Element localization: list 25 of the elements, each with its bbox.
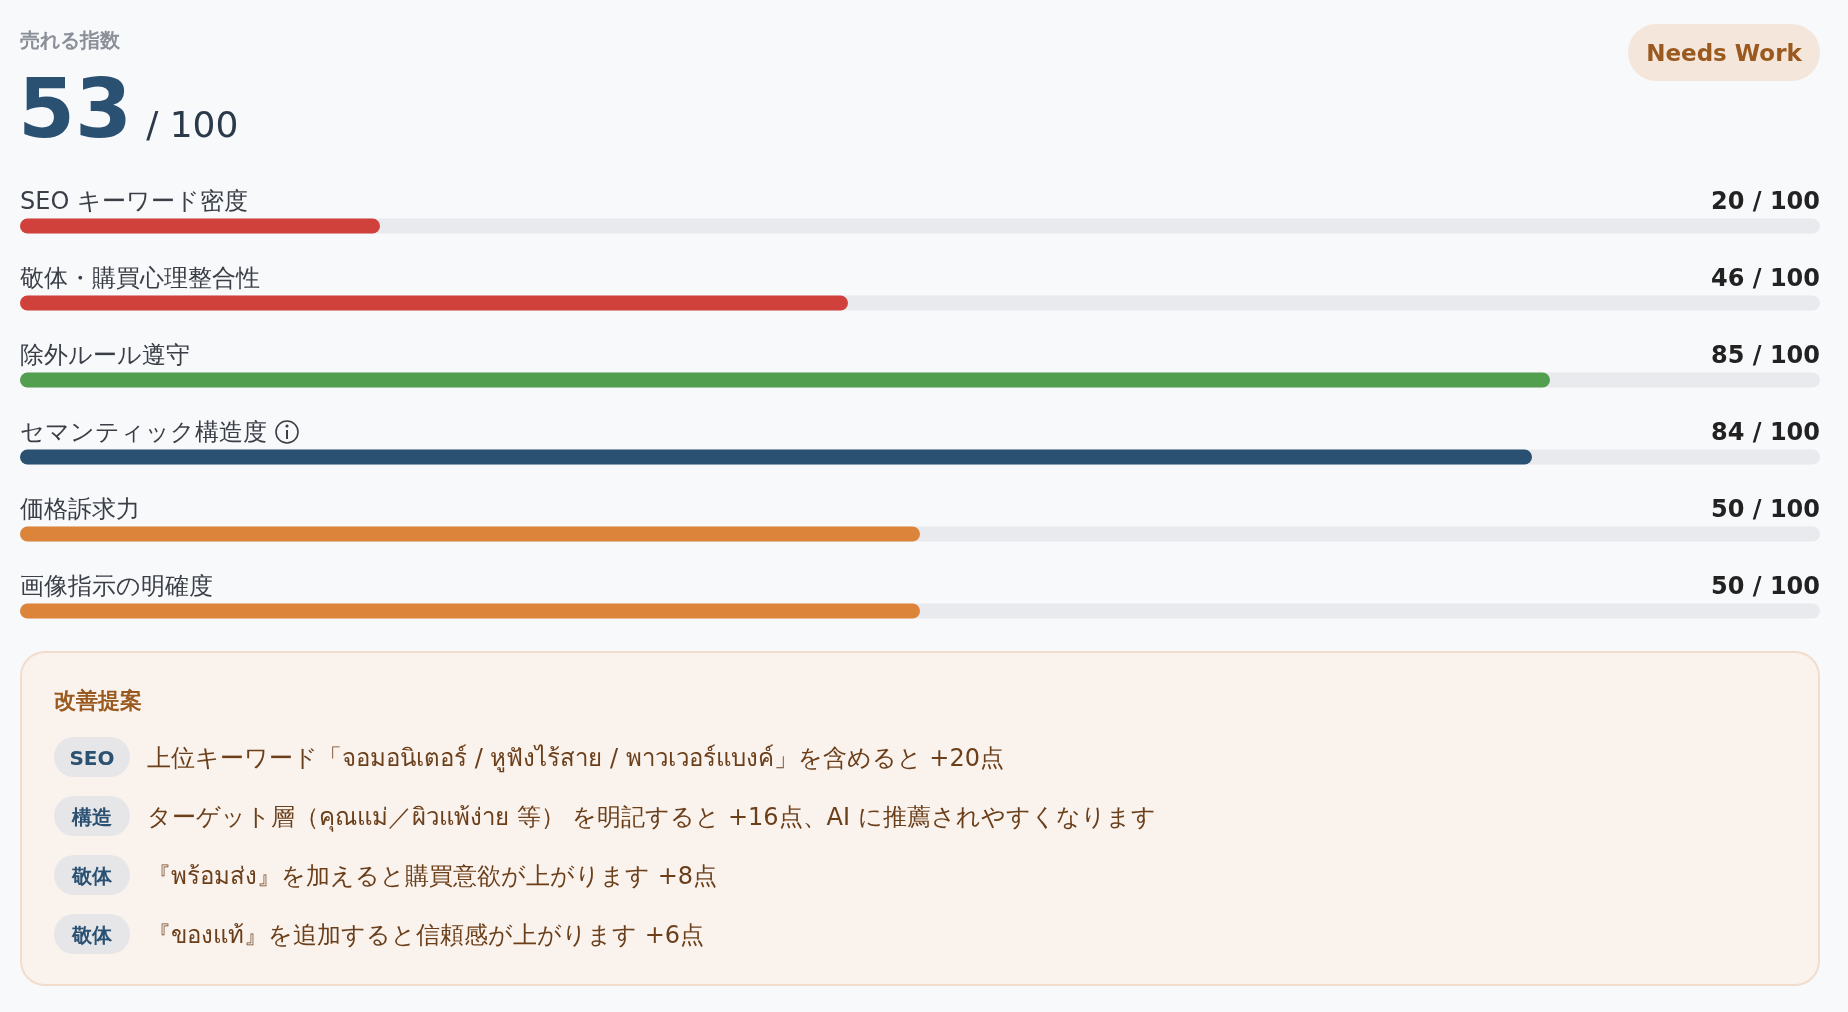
text: 構造 xyxy=(71,805,112,829)
text: 敬体 xyxy=(71,864,113,888)
data-label: 84 / 100 xyxy=(1711,418,1820,446)
y-tick-label: 敬体・購買心理整合性 xyxy=(20,264,260,292)
text: 『พร้อมส่ง』を加えると購買意欲が上がります +8点 xyxy=(147,862,718,890)
chart-subtitle: 53 / 100 xyxy=(18,61,239,156)
chart-title: 売れる指数 xyxy=(20,28,121,52)
text: 上位キーワード「จอมอนิเตอร์ / หูฟังไร้สาย / พาวเวอร์แบงค์」を含めると +20点 xyxy=(147,744,1004,773)
y-tick-label: セマンティック構造度 xyxy=(20,418,267,446)
bar xyxy=(20,218,380,234)
text: SEO xyxy=(69,746,115,770)
text: 『ของแท้』を追加すると信頼感が上がります +6点 xyxy=(147,921,705,949)
y-tick-label: 画像指示の明確度 xyxy=(20,572,213,600)
y-tick-label: 価格訴求力 xyxy=(20,495,140,523)
text: 改善提案 xyxy=(54,688,142,713)
text: ターゲット層（คุณแม่／ผิวแพ้ง่าย 等） を明記すると +16点、AI に推薦されやすくなります xyxy=(147,803,1156,832)
y-tick-label: SEO キーワード密度 xyxy=(20,187,248,215)
data-label: 85 / 100 xyxy=(1711,341,1820,369)
y-tick-label: 除外ルール遵守 xyxy=(20,341,190,369)
text: 敬体 xyxy=(71,923,113,947)
data-label: 20 / 100 xyxy=(1711,187,1820,215)
data-label: 46 / 100 xyxy=(1711,264,1820,292)
data-label: 50 / 100 xyxy=(1711,572,1820,600)
data-label: 50 / 100 xyxy=(1711,495,1820,523)
text: Needs Work xyxy=(1646,40,1803,66)
